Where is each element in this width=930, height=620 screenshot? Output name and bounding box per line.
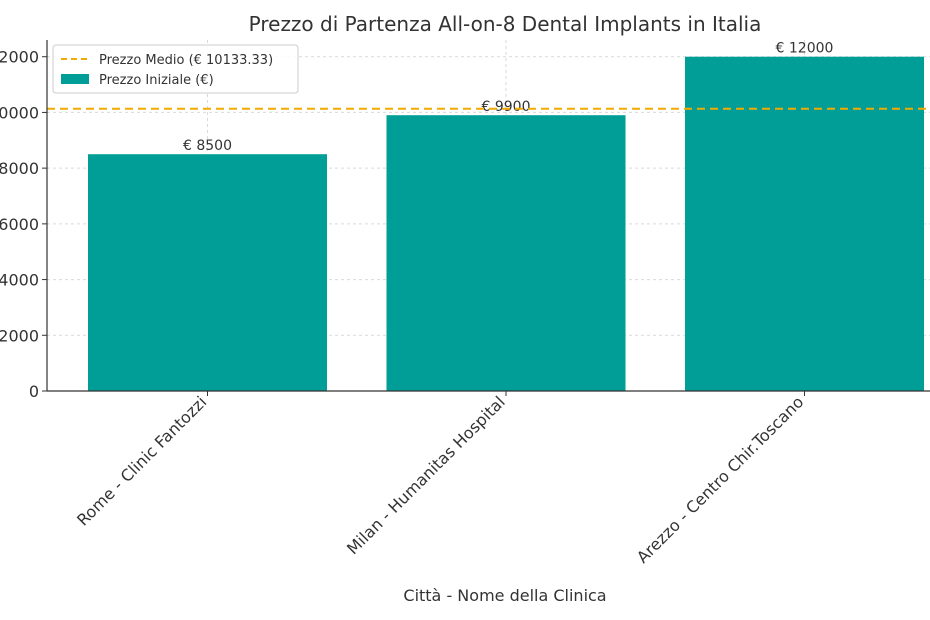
x-ticks: Rome - Clinic Fantozzi Milan - Humanitas … [73, 391, 807, 567]
bar [88, 154, 327, 391]
legend: Prezzo Medio (€ 10133.33) Prezzo Inizial… [52, 44, 299, 94]
y-tick-label: 10000 [0, 103, 39, 122]
bar-value-label: € 8500 [183, 138, 232, 154]
legend-bar-label: Prezzo Iniziale (€) [99, 73, 214, 88]
legend-mean-label: Prezzo Medio (€ 10133.33) [99, 53, 273, 68]
y-tick-label: 2000 [0, 326, 39, 345]
legend-frame [52, 44, 299, 94]
y-tick-label: 4000 [0, 271, 39, 290]
bar-value-label: € 9900 [482, 99, 531, 115]
axes [46, 40, 930, 392]
y-tick-label: 12000 [0, 48, 39, 67]
bar [386, 115, 626, 391]
x-tick-label: Arezzo - Centro Chir.Toscano [633, 392, 807, 566]
y-tick-label: 6000 [0, 215, 39, 234]
y-ticks: 0 2000 4000 6000 8000 10000 12000 [0, 48, 47, 401]
bars: € 8500 € 9900 € 12000 [88, 41, 924, 391]
bar [685, 56, 924, 391]
x-tick-label: Rome - Clinic Fantozzi [73, 392, 210, 529]
legend-bar-swatch [61, 74, 89, 84]
y-tick-label: 0 [29, 382, 39, 401]
x-tick-label: Milan - Humanitas Hospital [343, 392, 509, 558]
bar-value-label: € 12000 [776, 41, 834, 57]
chart-title: Prezzo di Partenza All-on-8 Dental Impla… [249, 12, 762, 36]
y-tick-label: 8000 [0, 159, 39, 178]
x-axis-label: Città - Nome della Clinica [403, 586, 606, 605]
